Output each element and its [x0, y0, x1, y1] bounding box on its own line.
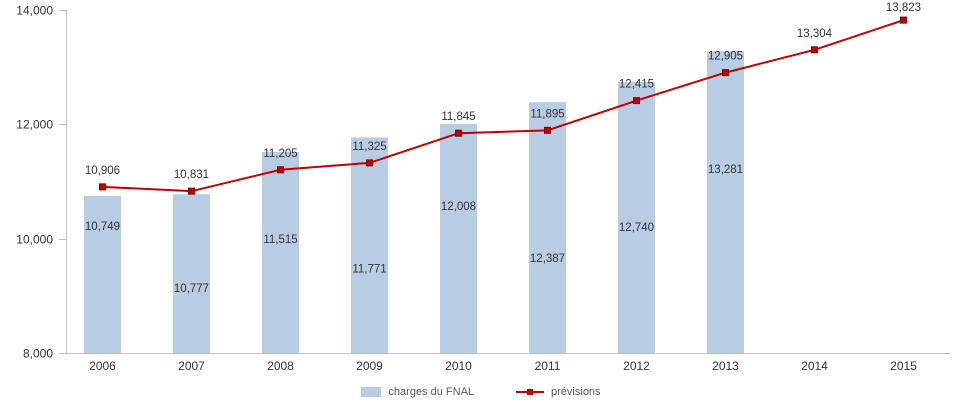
- bar-2013: [707, 51, 744, 353]
- line-value-label: 12,415: [619, 79, 654, 91]
- legend-line-marker-icon: [527, 389, 534, 395]
- bar-value-label: 12,740: [619, 222, 654, 234]
- line-marker-2006: [99, 183, 106, 191]
- bar-2009: [351, 137, 388, 353]
- line-marker-2009: [366, 159, 373, 167]
- x-axis-label-2009: 2009: [356, 359, 383, 373]
- line-value-label: 13,304: [797, 28, 833, 40]
- legend-line-swatch-icon: [516, 389, 545, 395]
- bar-2006: [84, 195, 121, 353]
- line-marker-2015: [900, 16, 907, 24]
- x-axis-label-2013: 2013: [712, 359, 739, 373]
- y-axis-tick-label: 8,000: [23, 347, 53, 361]
- combo-chart: 8,000 10,000 12,000 14,000 2006 2007 2008 2009 2…: [16, 2, 950, 373]
- x-axis-label-2007: 2007: [178, 359, 205, 373]
- line-value-label: 11,325: [352, 141, 386, 153]
- bar-2011: [529, 102, 566, 353]
- x-axis-label-2012: 2012: [623, 359, 650, 373]
- bar-value-label: 10,777: [174, 283, 209, 295]
- x-axis-label-2006: 2006: [89, 359, 116, 373]
- x-axis-label-2008: 2008: [267, 359, 294, 373]
- line-value-label: 10,906: [85, 165, 120, 177]
- line-value-label: 12,905: [708, 51, 743, 63]
- line-value-label: 11,205: [263, 148, 297, 160]
- line-marker-2012: [633, 97, 640, 105]
- line-marker-2014: [811, 46, 818, 54]
- bar-2010: [440, 123, 477, 353]
- line-marker-2010: [455, 129, 462, 137]
- line-value-label: 13,823: [886, 2, 921, 14]
- line-marker-2013: [722, 69, 729, 77]
- bar-value-label: 11,771: [352, 263, 386, 275]
- x-axis-label-2015: 2015: [890, 359, 917, 373]
- line-value-label: 11,895: [530, 108, 564, 120]
- chart-legend: charges du FNAL prévisions: [0, 386, 962, 398]
- y-axis-tick-label: 14,000: [16, 4, 53, 18]
- bar-2008: [262, 152, 299, 353]
- bar-value-label: 10,749: [85, 221, 120, 233]
- legend-item-previsions: prévisions: [516, 386, 601, 398]
- legend-label-previsions: prévisions: [551, 386, 601, 398]
- bar-value-label: 12,008: [441, 201, 476, 213]
- legend-bar-swatch-icon: [361, 387, 382, 397]
- x-axis-label-2014: 2014: [801, 359, 828, 373]
- line-marker-2011: [544, 126, 551, 134]
- previsions-line: [102, 19, 904, 193]
- legend-item-charges: charges du FNAL: [361, 386, 474, 398]
- bar-value-label: 13,281: [708, 164, 743, 176]
- line-value-label: 10,831: [174, 169, 209, 181]
- legend-label-charges: charges du FNAL: [388, 386, 475, 398]
- y-axis-tick-label: 10,000: [16, 233, 53, 247]
- bar-value-label: 11,515: [263, 234, 297, 246]
- line-marker-2008: [277, 166, 284, 174]
- line-value-label: 11,845: [441, 111, 475, 123]
- x-axis-label-2011: 2011: [535, 359, 561, 373]
- bar-2012: [618, 82, 655, 353]
- line-marker-2007: [188, 187, 195, 195]
- bar-2007: [173, 194, 210, 353]
- x-axis-label-2010: 2010: [445, 359, 472, 373]
- bar-value-label: 12,387: [530, 253, 565, 265]
- y-axis-tick-label: 12,000: [16, 118, 53, 132]
